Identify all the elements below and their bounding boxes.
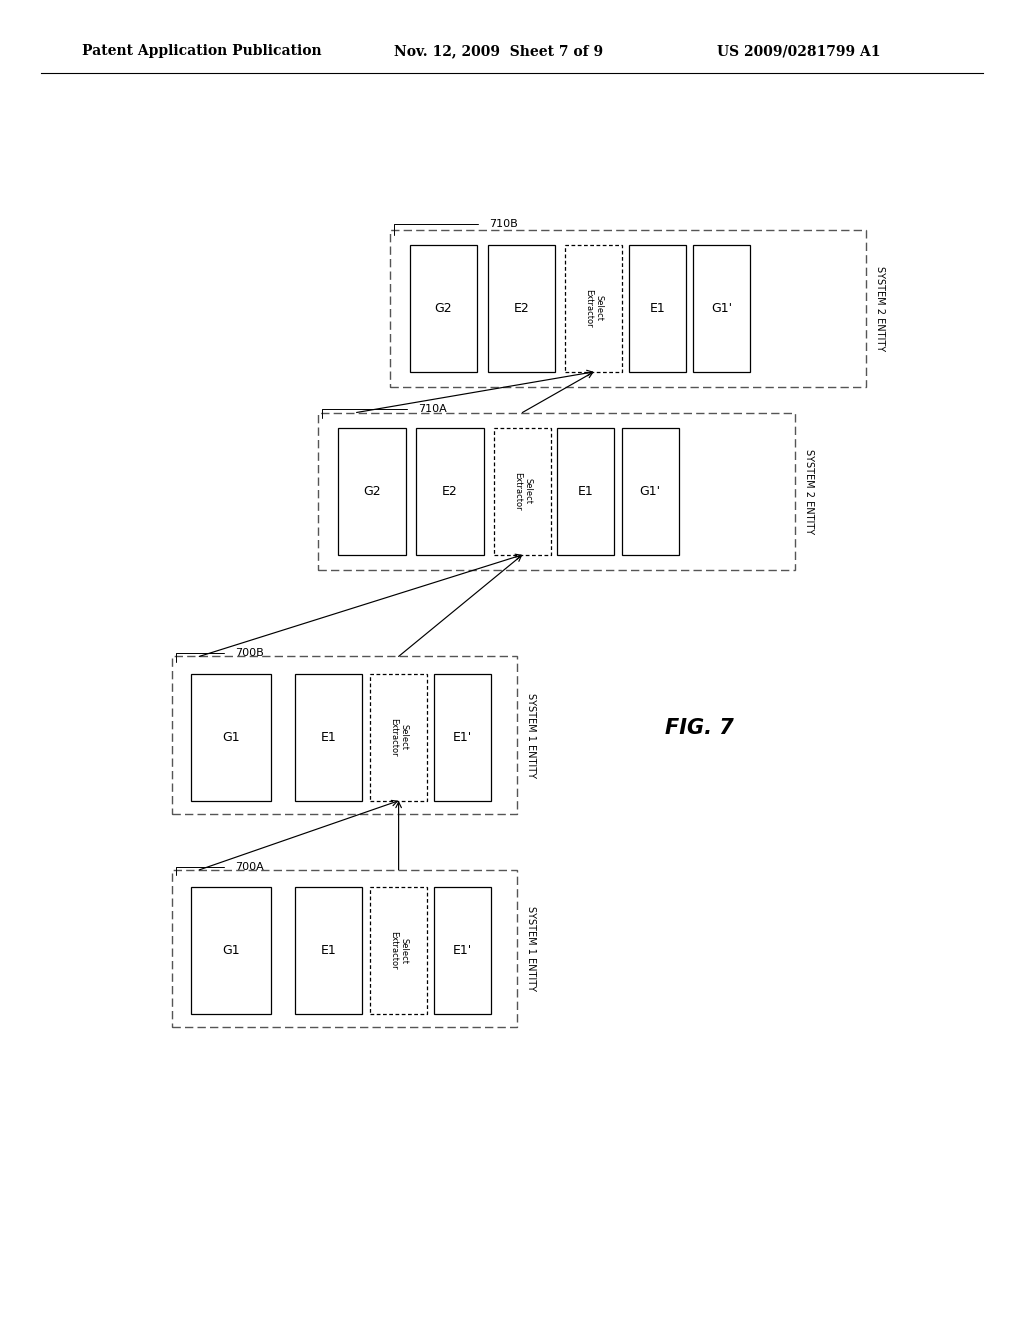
Bar (557, 428, 614, 554)
Text: 710A: 710A (418, 404, 446, 414)
Bar (433, 887, 490, 1014)
Text: E1: E1 (578, 484, 594, 498)
Bar (172, 870, 517, 1027)
Text: SYSTEM 2 ENTITY: SYSTEM 2 ENTITY (876, 265, 886, 351)
Bar (416, 428, 483, 554)
Bar (295, 887, 362, 1014)
Bar (172, 656, 517, 814)
Bar (370, 673, 427, 801)
Text: 700A: 700A (236, 862, 264, 871)
Bar (629, 244, 686, 372)
Text: G1': G1' (711, 302, 732, 314)
Bar (433, 673, 490, 801)
Text: E1: E1 (321, 731, 336, 743)
Bar (191, 887, 270, 1014)
Text: Select
Extractor: Select Extractor (389, 932, 409, 970)
Text: Nov. 12, 2009  Sheet 7 of 9: Nov. 12, 2009 Sheet 7 of 9 (394, 45, 603, 58)
Text: G1: G1 (222, 731, 240, 743)
Bar (494, 428, 551, 554)
Text: FIG. 7: FIG. 7 (665, 718, 734, 738)
Bar (295, 673, 362, 801)
Text: 710B: 710B (489, 219, 518, 230)
Text: Select
Extractor: Select Extractor (389, 718, 409, 756)
Bar (565, 244, 623, 372)
Text: E2: E2 (513, 302, 529, 314)
Text: SYSTEM 1 ENTITY: SYSTEM 1 ENTITY (526, 693, 537, 777)
Text: G1': G1' (640, 484, 660, 498)
Text: E2: E2 (442, 484, 458, 498)
Text: Patent Application Publication: Patent Application Publication (82, 45, 322, 58)
Bar (191, 673, 270, 801)
Text: G2: G2 (434, 302, 453, 314)
Text: E1: E1 (321, 944, 336, 957)
Text: US 2009/0281799 A1: US 2009/0281799 A1 (717, 45, 881, 58)
Text: Select
Extractor: Select Extractor (584, 289, 603, 327)
Bar (487, 244, 555, 372)
Text: SYSTEM 2 ENTITY: SYSTEM 2 ENTITY (804, 449, 814, 533)
Bar (622, 428, 679, 554)
Text: E1': E1' (453, 944, 472, 957)
Bar (410, 244, 477, 372)
Bar (318, 413, 795, 570)
Bar (370, 887, 427, 1014)
Text: G1: G1 (222, 944, 240, 957)
Bar (693, 244, 751, 372)
Text: SYSTEM 1 ENTITY: SYSTEM 1 ENTITY (526, 906, 537, 991)
Text: Select
Extractor: Select Extractor (513, 473, 532, 511)
Text: G2: G2 (364, 484, 381, 498)
Bar (390, 230, 866, 387)
Bar (338, 428, 406, 554)
Text: E1': E1' (453, 731, 472, 743)
Text: 700B: 700B (236, 648, 264, 659)
Text: E1: E1 (649, 302, 666, 314)
